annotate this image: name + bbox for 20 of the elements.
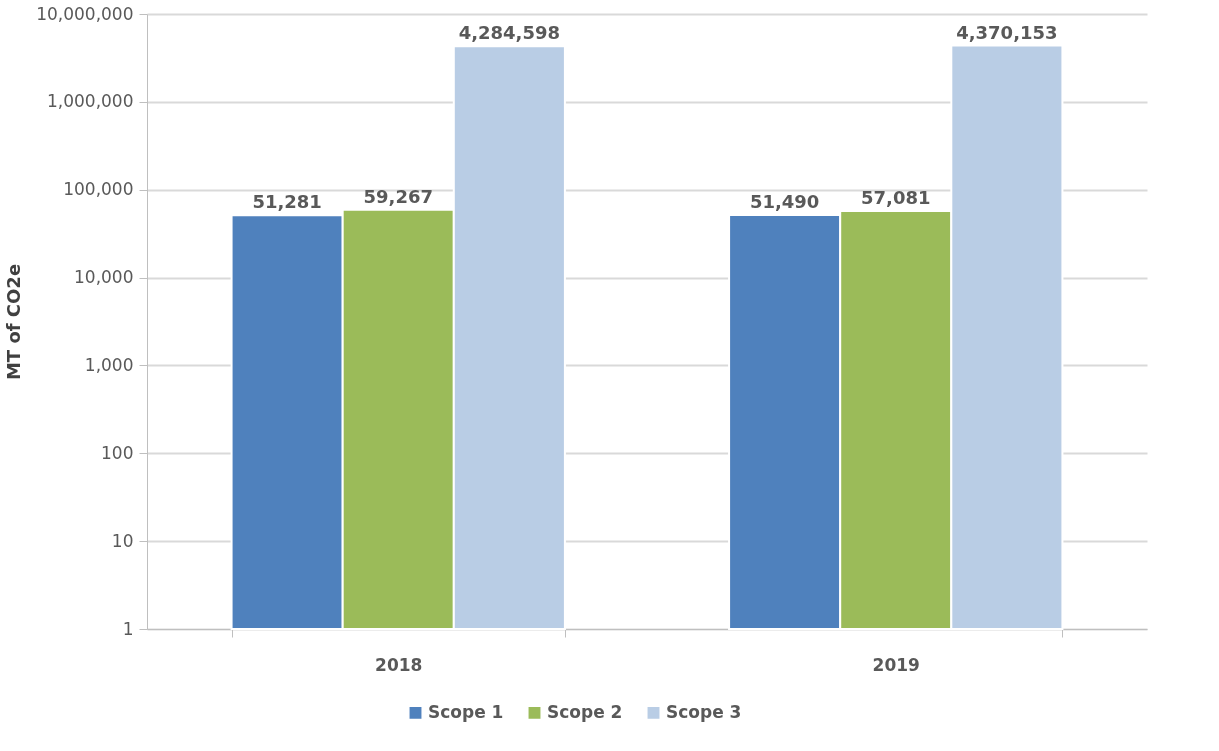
data-label: 51,490: [749, 191, 820, 213]
legend-label: Scope 3: [666, 701, 742, 722]
y-tick-label: 1,000: [84, 354, 134, 375]
y-tick-label: 10,000: [74, 267, 134, 288]
y-tick-label: 100,000: [63, 179, 134, 200]
data-label: 59,267: [363, 185, 433, 207]
legend-label: Scope 2: [547, 701, 623, 722]
data-label: 57,081: [861, 187, 931, 209]
x-tick-label: 2018: [375, 654, 423, 675]
legend-label: Scope 1: [428, 701, 504, 722]
data-label: 4,284,598: [458, 22, 561, 44]
data-label: 4,370,153: [956, 21, 1058, 43]
y-tick-label: 10,000,000: [36, 3, 134, 24]
y-axis-title: MT of CO2e: [3, 263, 25, 381]
y-tick-label: 1: [122, 618, 134, 639]
x-tick-label: 2019: [872, 654, 920, 675]
data-label: 51,281: [252, 191, 322, 213]
y-tick-label: 100: [101, 442, 134, 463]
y-tick-label: 10: [111, 530, 134, 551]
y-tick-label: 1,000,000: [46, 91, 134, 112]
